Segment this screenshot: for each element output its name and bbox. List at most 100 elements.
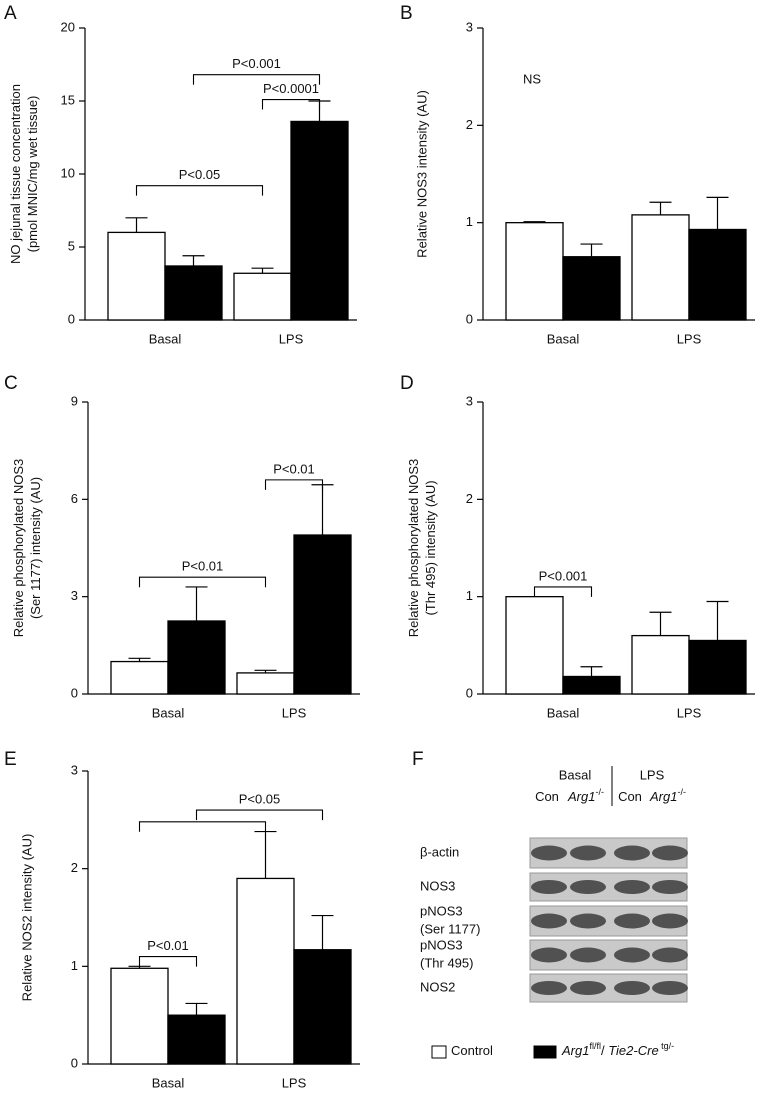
bar [236, 672, 295, 695]
bar [290, 120, 349, 321]
bar [505, 596, 564, 695]
lane-label: Arg1-/- [649, 787, 686, 804]
text-part: Arg1 [567, 789, 595, 804]
text-part: Arg1 [561, 1043, 589, 1058]
y-axis-label: Relative phosphorylated NOS3 [11, 459, 26, 638]
condition-label: LPS [640, 767, 665, 782]
bar [293, 949, 352, 1065]
blot-band [614, 913, 650, 929]
lane-label: Arg1-/- [567, 787, 604, 804]
significance-bracket [138, 821, 267, 832]
text-part: fl/fl [589, 1041, 601, 1051]
bar [110, 967, 169, 1065]
row-label: β-actin [420, 844, 459, 859]
legend-swatch [431, 1045, 447, 1059]
bar [505, 222, 564, 321]
text-part: -/- [677, 787, 686, 797]
x-tick-label: LPS [677, 331, 702, 346]
blot-band [531, 845, 567, 861]
text-part: -/- [595, 787, 604, 797]
y-tick-label: 3 [71, 762, 78, 777]
y-tick-label: 15 [61, 92, 75, 107]
significance-label: P<0.05 [239, 792, 281, 807]
blot-band [570, 880, 606, 894]
y-tick-label: 2 [466, 491, 473, 506]
y-axis-label: (pmol MNIC/mg wet tissue) [25, 96, 40, 253]
text-part: tg/- [659, 1041, 675, 1051]
significance-bracket [138, 956, 198, 967]
significance-bracket [135, 185, 264, 196]
significance-label: P<0.01 [147, 938, 189, 953]
panel-letter: A [4, 3, 17, 24]
bar [562, 675, 621, 695]
text-part: Tie2-Cre [608, 1043, 658, 1058]
row-label: (Ser 1177) [420, 921, 480, 936]
y-tick-label: 5 [68, 238, 75, 253]
y-tick-label: 3 [71, 588, 78, 603]
y-tick-label: 9 [71, 393, 78, 408]
blot-band [652, 981, 688, 995]
y-tick-label: 0 [68, 311, 75, 326]
row-label: NOS3 [420, 878, 455, 893]
bar [233, 272, 292, 321]
y-tick-label: 2 [466, 117, 473, 132]
x-tick-label: Basal [547, 331, 580, 346]
x-tick-label: LPS [282, 1075, 307, 1090]
legend-swatch [533, 1045, 557, 1059]
row-label: pNOS3 [420, 903, 463, 918]
blot-band [570, 913, 606, 929]
bar [107, 231, 166, 321]
blot-band [570, 981, 606, 995]
condition-label: Basal [559, 767, 592, 782]
blot-band [570, 947, 606, 963]
y-axis-label: Relative phosphorylated NOS3 [406, 459, 421, 638]
y-tick-label: 0 [466, 685, 473, 700]
bar [631, 634, 690, 695]
blot-band [652, 845, 688, 861]
blot-band [652, 880, 688, 894]
y-axis-label: Relative NOS2 intensity (AU) [19, 834, 34, 1002]
significance-label: P<0.0001 [263, 81, 319, 96]
row-label: NOS2 [420, 979, 455, 994]
significance-bracket [264, 479, 324, 490]
y-tick-label: 2 [71, 860, 78, 875]
blot-band [531, 913, 567, 929]
y-tick-label: 0 [466, 311, 473, 326]
x-tick-label: Basal [547, 705, 580, 720]
blot-band [614, 845, 650, 861]
x-tick-label: LPS [677, 705, 702, 720]
x-tick-label: Basal [152, 1075, 185, 1090]
y-tick-label: 1 [466, 588, 473, 603]
x-tick-label: LPS [282, 705, 307, 720]
legend-label: Arg1fl/fl/ Tie2-Cre tg/- [561, 1041, 674, 1058]
text-part: Con [618, 789, 642, 804]
bar [110, 660, 169, 695]
bar [167, 620, 226, 695]
x-tick-label: Basal [149, 331, 182, 346]
significance-bracket [192, 74, 321, 85]
significance-label: P<0.05 [179, 167, 221, 182]
x-tick-label: Basal [152, 705, 185, 720]
blot-band [570, 845, 606, 861]
panel-letter: D [400, 373, 414, 394]
row-label: pNOS3 [420, 937, 463, 952]
y-axis-label: (Ser 1177) intensity (AU) [28, 477, 43, 619]
blot-band [531, 947, 567, 963]
panel-letter: B [400, 3, 413, 24]
bar [631, 214, 690, 321]
blot-band [614, 947, 650, 963]
y-tick-label: 0 [71, 685, 78, 700]
panel-letter: F [412, 749, 424, 770]
y-tick-label: 6 [71, 491, 78, 506]
y-tick-label: 3 [466, 19, 473, 34]
legend-label: Control [451, 1043, 493, 1058]
significance-label: P<0.01 [273, 461, 315, 476]
y-tick-label: 20 [61, 19, 75, 34]
blot-band [652, 913, 688, 929]
y-axis-label: NO jejunal tissue concentration [8, 84, 23, 264]
significance-label: P<0.001 [539, 568, 588, 583]
y-tick-label: 3 [466, 393, 473, 408]
bar [562, 256, 621, 321]
bar [293, 534, 352, 695]
